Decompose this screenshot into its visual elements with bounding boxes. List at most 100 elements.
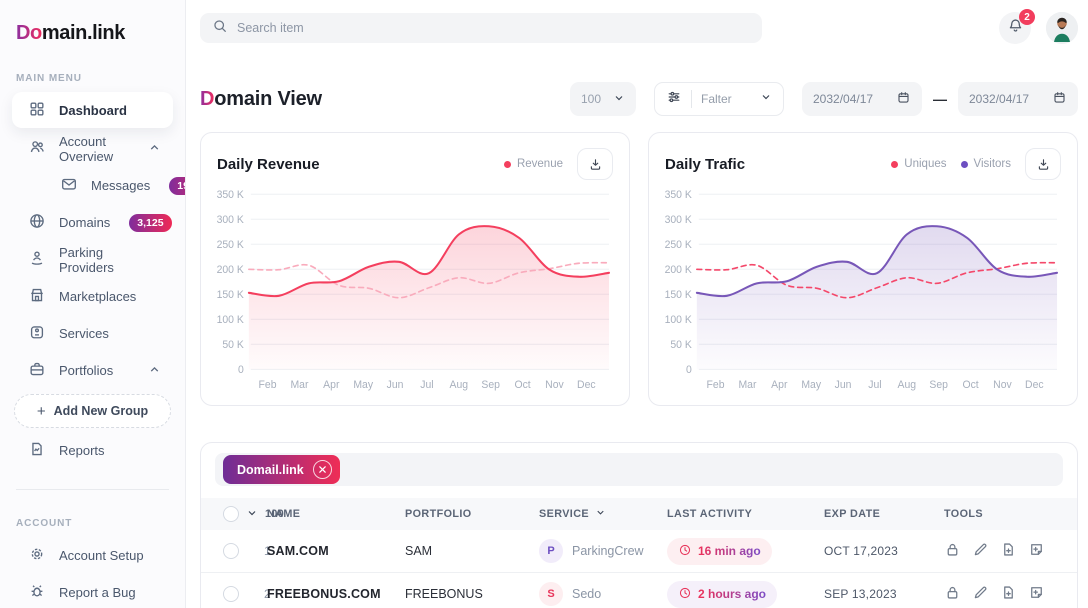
sidebar-item-messages[interactable]: Messages 19135 xyxy=(0,167,185,204)
table-row[interactable]: 2 FREEBONUS.COM FREEBONUS S Sedo 2 hours… xyxy=(201,573,1077,608)
logo-suffix: main.link xyxy=(41,22,125,44)
user-avatar[interactable] xyxy=(1046,12,1078,44)
box-icon xyxy=(28,323,46,344)
row-tools xyxy=(944,584,1077,604)
filter-dropdown[interactable]: Falter xyxy=(654,82,784,116)
lock-icon[interactable] xyxy=(944,584,961,604)
service-cell: S Sedo xyxy=(539,582,667,606)
exp-date: OCT 17,2023 xyxy=(824,544,899,558)
daily-trafic-card: Daily Trafic Uniques Visitors 350 K 300 K… xyxy=(648,132,1078,406)
row-checkbox[interactable] xyxy=(223,543,239,559)
svg-text:Feb: Feb xyxy=(259,379,277,391)
page-size-select[interactable]: 100 xyxy=(570,82,636,116)
svg-text:50 K: 50 K xyxy=(222,339,243,351)
note-plus-icon[interactable] xyxy=(1028,584,1045,604)
add-new-group-button[interactable]: + Add New Group xyxy=(14,394,171,428)
domains-count-badge: 3,125 xyxy=(129,213,172,232)
search-input[interactable] xyxy=(237,21,750,35)
column-last-activity[interactable]: LAST ACTIVITY xyxy=(667,508,753,520)
sidebar-item-report-bug[interactable]: Report a Bug xyxy=(0,574,185,608)
column-tools: TOOLS xyxy=(944,508,983,520)
last-activity-badge: 16 min ago xyxy=(667,537,772,565)
sidebar-item-label: Account Setup xyxy=(59,548,144,563)
chart-title: Daily Trafic xyxy=(665,155,746,173)
account-label: ACCOUNT xyxy=(16,518,73,529)
sidebar-item-label: Marketplaces xyxy=(59,289,137,304)
lock-icon[interactable] xyxy=(944,541,961,561)
chevron-down-icon xyxy=(760,90,772,108)
sidebar-item-account-setup[interactable]: Account Setup xyxy=(0,537,185,574)
select-all-checkbox[interactable] xyxy=(223,506,239,522)
sidebar-item-label: Reports xyxy=(59,443,105,458)
svg-text:Jun: Jun xyxy=(835,379,852,391)
svg-text:Jul: Jul xyxy=(868,379,881,391)
svg-text:Nov: Nov xyxy=(993,379,1012,391)
svg-text:Nov: Nov xyxy=(545,379,564,391)
domain-filter-chip[interactable]: Domail.link xyxy=(223,455,340,484)
sidebar-item-services[interactable]: Services xyxy=(0,315,185,352)
storefront-icon xyxy=(28,286,46,307)
svg-text:Jun: Jun xyxy=(387,379,404,391)
sidebar-item-marketplaces[interactable]: Marketplaces xyxy=(0,278,185,315)
svg-text:0: 0 xyxy=(238,364,244,376)
grid-icon xyxy=(28,100,46,121)
edit-icon[interactable] xyxy=(972,541,989,561)
row-checkbox[interactable] xyxy=(223,586,239,602)
svg-text:May: May xyxy=(353,379,373,391)
sidebar-item-reports[interactable]: Reports xyxy=(0,432,185,469)
exp-date: SEP 13,2023 xyxy=(824,587,897,601)
file-plus-icon[interactable] xyxy=(1000,584,1017,604)
svg-text:250 K: 250 K xyxy=(217,239,244,251)
svg-text:Mar: Mar xyxy=(738,379,756,391)
page-size-value: 100 xyxy=(581,92,602,106)
column-service[interactable]: SERVICE xyxy=(539,507,667,521)
sidebar-item-portfolios[interactable]: Portfolios xyxy=(0,352,185,389)
legend-label: Visitors xyxy=(973,158,1012,170)
date-from-picker[interactable]: 2032/04/17 xyxy=(802,82,922,116)
chevron-down-icon[interactable] xyxy=(246,507,258,522)
table-row[interactable]: 1 SAM.COM SAM P ParkingCrew 16 min ago O… xyxy=(201,530,1077,573)
column-portfolio[interactable]: PORTFOLIO xyxy=(405,508,472,520)
search-bar[interactable] xyxy=(200,13,762,43)
download-button[interactable] xyxy=(1025,148,1061,180)
domain-name: SAM.COM xyxy=(267,544,329,558)
logo-prefix: Do xyxy=(16,22,42,44)
sidebar-item-label: Dashboard xyxy=(59,102,127,118)
date-range: 2032/04/17 — 2032/04/17 xyxy=(802,82,1078,116)
svg-text:Apr: Apr xyxy=(771,379,788,391)
svg-text:Apr: Apr xyxy=(323,379,340,391)
svg-text:Feb: Feb xyxy=(707,379,725,391)
last-activity-text: 2 hours ago xyxy=(698,587,767,601)
svg-text:Aug: Aug xyxy=(450,379,469,391)
close-icon[interactable] xyxy=(312,460,332,479)
svg-text:200 K: 200 K xyxy=(665,264,692,276)
sidebar-item-label: Services xyxy=(59,326,109,341)
sidebar-item-label: Report a Bug xyxy=(59,585,136,600)
column-name[interactable]: NAME xyxy=(267,508,301,520)
sidebar-item-parking-providers[interactable]: Parking Providers xyxy=(0,241,185,278)
date-to-picker[interactable]: 2032/04/17 xyxy=(958,82,1078,116)
download-button[interactable] xyxy=(577,148,613,180)
svg-text:150 K: 150 K xyxy=(217,289,244,301)
notifications-button[interactable]: 2 xyxy=(999,9,1035,44)
notification-count-badge: 2 xyxy=(1019,9,1035,25)
sidebar-item-account-overview[interactable]: Account Overview xyxy=(0,130,185,167)
svg-text:50 K: 50 K xyxy=(670,339,691,351)
calendar-icon xyxy=(1052,90,1067,108)
svg-text:Oct: Oct xyxy=(962,379,978,391)
sidebar-item-dashboard[interactable]: Dashboard xyxy=(12,92,173,128)
svg-text:300 K: 300 K xyxy=(665,214,692,226)
main-content: 2 Domain View 100 Falter xyxy=(186,0,1088,608)
file-plus-icon[interactable] xyxy=(1000,541,1017,561)
last-activity-text: 16 min ago xyxy=(698,544,761,558)
svg-text:Jul: Jul xyxy=(420,379,433,391)
svg-text:150 K: 150 K xyxy=(665,289,692,301)
sidebar-item-domains[interactable]: Domains 3,125 xyxy=(0,204,185,241)
svg-text:May: May xyxy=(801,379,821,391)
legend-label: Uniques xyxy=(904,158,947,170)
note-plus-icon[interactable] xyxy=(1028,541,1045,561)
daily-revenue-chart: 350 K 300 K 250 K 200 K 150 K 100 K 50 K 0 Feb Ma… xyxy=(217,189,611,391)
column-exp-date[interactable]: EXP DATE xyxy=(824,508,881,520)
edit-icon[interactable] xyxy=(972,584,989,604)
clock-icon xyxy=(678,543,692,560)
